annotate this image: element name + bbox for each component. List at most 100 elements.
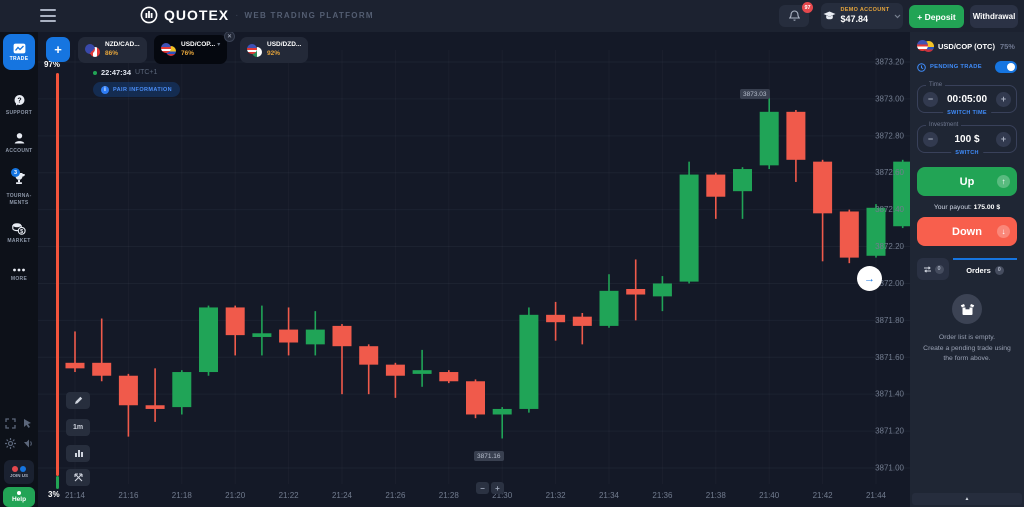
indicators-button[interactable]: [66, 445, 90, 462]
orders-empty-state: Order list is empty. Create a pending tr…: [917, 294, 1017, 365]
asset-tab-nzdcad[interactable]: NZD/CAD... 86%: [78, 37, 147, 63]
arrow-up-icon: ↑: [997, 175, 1010, 188]
candlestick: [572, 316, 592, 326]
account-selector[interactable]: DEMO ACCOUNT $47.84: [821, 3, 903, 29]
time-value[interactable]: 00:05:00: [946, 93, 988, 105]
asset-flag-icon: [917, 40, 934, 52]
scroll-to-live-button[interactable]: →: [857, 266, 882, 291]
candlestick: [385, 364, 405, 376]
up-label: Up: [959, 175, 975, 188]
support-icon: ?: [14, 95, 24, 106]
zoom-in-button[interactable]: +: [491, 482, 504, 494]
time-tick-label: 21:14: [65, 491, 86, 500]
brand-subtitle: WEB TRADING PLATFORM: [244, 10, 374, 20]
tab-orders[interactable]: Orders 0: [953, 258, 1017, 280]
switch-time-link[interactable]: SWITCH TIME: [943, 110, 991, 116]
timeframe-label: 1m: [72, 424, 84, 431]
sidebar: TRADE ? SUPPORT ACCOUNT 3 TOURNA- MENTS: [0, 32, 38, 507]
settings-gear-icon[interactable]: [4, 438, 16, 449]
crossed-arrows-icon: [73, 473, 83, 482]
candlestick: [652, 283, 672, 297]
candlestick: [626, 288, 646, 295]
sidebar-item-support[interactable]: ? SUPPORT: [0, 94, 38, 117]
withdrawal-button[interactable]: Withdrawal: [970, 5, 1018, 28]
time-tick-label: 21:34: [599, 491, 620, 500]
pending-trade-label: PENDING TRADE: [930, 64, 982, 70]
asset-tab-usdcop-selected[interactable]: USD/COP... ▾ 76%: [154, 35, 228, 64]
price-tick-label: 3871.60: [875, 353, 904, 362]
time-tick-label: 21:32: [546, 491, 567, 500]
time-tick-label: 21:36: [652, 491, 673, 500]
sentiment-up-percent: 97%: [44, 60, 61, 69]
notifications-button[interactable]: 97: [779, 2, 813, 27]
candlestick: [92, 362, 112, 376]
price-tick-label: 3871.00: [875, 464, 904, 473]
graduation-cap-icon: [823, 11, 836, 20]
fullscreen-icon[interactable]: [5, 418, 16, 429]
drawing-tools-button[interactable]: [66, 392, 90, 409]
trade-pair-header[interactable]: USD/COP (OTC) 75%: [917, 40, 1017, 52]
up-button[interactable]: Up ↑: [917, 167, 1017, 196]
down-button[interactable]: Down ↓: [917, 217, 1017, 246]
sidebar-item-account[interactable]: ACCOUNT: [0, 132, 38, 155]
cursor-icon[interactable]: [23, 418, 33, 429]
pending-trade-toggle[interactable]: [995, 61, 1017, 73]
close-asset-tab-button[interactable]: ✕: [224, 31, 235, 42]
more-dots-icon: [13, 268, 25, 272]
empty-line-3: the form above.: [943, 355, 991, 363]
timeframe-button[interactable]: 1m: [66, 419, 90, 436]
deposit-button[interactable]: + Deposit: [909, 5, 964, 28]
empty-box-icon: [952, 294, 982, 324]
sentiment-down-percent: 3%: [48, 490, 60, 499]
candlestick: [305, 329, 325, 345]
tab-trades[interactable]: 0: [917, 258, 949, 280]
brand-logo: QUOTEX · WEB TRADING PLATFORM: [140, 6, 374, 24]
time-tick-label: 21:40: [759, 491, 780, 500]
sidebar-item-tournaments[interactable]: 3 TOURNA- MENTS: [0, 168, 38, 207]
join-us-button[interactable]: JOIN US: [4, 460, 34, 484]
time-field: Time − 00:05:00 + SWITCH TIME: [917, 81, 1017, 116]
payout-label: Your payout:: [933, 204, 972, 211]
help-button[interactable]: Help: [3, 487, 35, 507]
sidebar-item-market[interactable]: $ MARKET: [0, 222, 38, 245]
candlestick: [492, 408, 512, 415]
sidebar-item-more[interactable]: MORE: [0, 267, 38, 283]
time-tick-label: 21:28: [439, 491, 460, 500]
switch-investment-link[interactable]: SWITCH: [951, 150, 983, 156]
high-price-marker: 3873.03: [740, 89, 770, 99]
price-tick-label: 3871.80: [875, 316, 904, 325]
zoom-out-button[interactable]: −: [476, 482, 489, 494]
sound-icon[interactable]: [23, 438, 34, 449]
social-icon: [12, 466, 18, 472]
investment-increase-button[interactable]: +: [996, 131, 1011, 147]
orders-tab-label: Orders: [966, 265, 991, 275]
sidebar-item-trade[interactable]: TRADE: [3, 34, 35, 70]
pair-information-button[interactable]: i PAIR INFORMATION: [93, 82, 181, 97]
candlestick: [706, 174, 726, 197]
trade-pair-name: USD/COP (OTC): [938, 41, 995, 51]
candlestick: [332, 325, 352, 347]
panel-collapse-button[interactable]: ▲: [912, 493, 1022, 505]
add-asset-button[interactable]: +: [46, 37, 70, 62]
investment-decrease-button[interactable]: −: [923, 131, 938, 147]
trade-panel: USD/COP (OTC) 75% PENDING TRADE Time − 0…: [910, 32, 1024, 507]
down-label: Down: [952, 225, 982, 238]
asset-tab-usddzd[interactable]: USD/DZD... 92%: [240, 37, 309, 63]
chart-type-button[interactable]: [66, 469, 90, 486]
time-increase-button[interactable]: +: [996, 91, 1011, 107]
menu-icon[interactable]: [40, 9, 56, 22]
pending-trade-row: PENDING TRADE: [917, 61, 1017, 73]
time-decrease-button[interactable]: −: [923, 91, 938, 107]
social-icon: [20, 466, 26, 472]
candlestick: [599, 290, 619, 326]
candlestick-chart[interactable]: 3873.20 3873.00 3872.80 3872.60 3872.40 3872.…: [38, 32, 910, 507]
investment-value[interactable]: 100 $: [954, 133, 980, 145]
account-balance: $47.84: [840, 13, 869, 24]
chevron-down-icon[interactable]: ▾: [217, 42, 221, 49]
candlestick: [759, 111, 779, 166]
candlestick: [359, 346, 379, 365]
sidebar-item-label: TOURNA- MENTS: [6, 193, 32, 206]
pair-information-label: PAIR INFORMATION: [113, 86, 173, 93]
price-tick-label: 3872.20: [875, 242, 904, 251]
coins-icon: $: [12, 223, 26, 235]
